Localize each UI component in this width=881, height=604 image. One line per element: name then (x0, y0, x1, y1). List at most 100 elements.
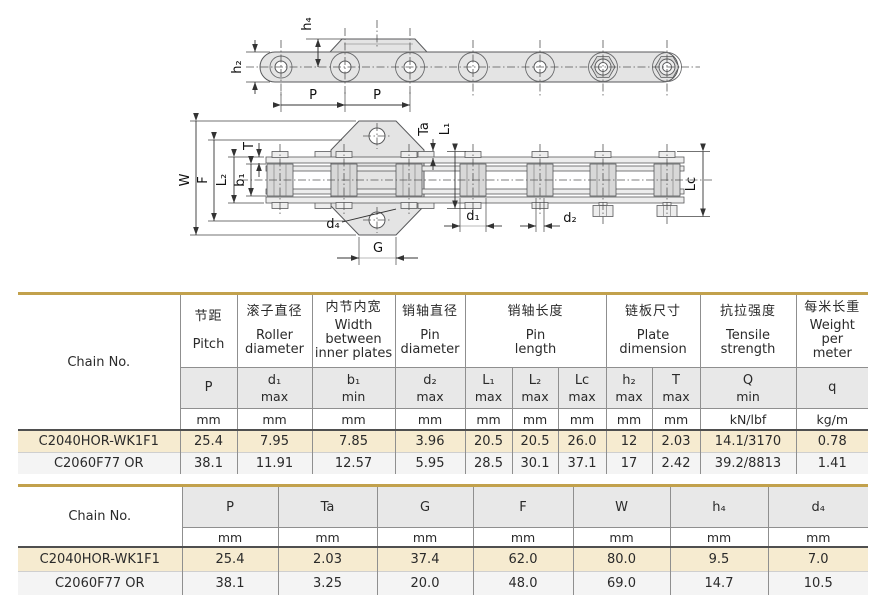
dim-label-g: G (373, 241, 383, 256)
table1-unit-row: mm mm mm mm mm mm mm mm mm kN/lbf kg/m (18, 408, 869, 430)
value-cell: 80.0 (572, 546, 670, 572)
value-cell: 38.1 (179, 452, 237, 474)
chain-plan-view-drawing: W F L₂ b₁ T Ta L₁ Lc (178, 112, 714, 265)
table1-symbol-row: P d₁ max b₁ min d₂ max L₁ max L₂ max Lc max h₂… (18, 367, 869, 409)
group-zh-label: 抗拉强度 (720, 304, 777, 320)
group-zh-label: 链板尺寸 (625, 304, 682, 320)
chain-no-cell: C2040HOR-WK1F1 (18, 546, 182, 572)
value-cell: 0.78 (795, 429, 869, 453)
group-en-label: Width between inner plates (314, 318, 393, 362)
dim-label-pitch-left: P (309, 88, 317, 103)
table1-group-pitch: 节距 Pitch (179, 293, 237, 368)
table1-row-c2060: C2060F77 OR 38.1 11.91 12.57 5.95 28.5 3… (18, 452, 869, 474)
value-cell: 7.85 (311, 429, 395, 453)
value-cell: 14.1/3170 (699, 429, 797, 453)
dim-label-b1: b₁ (233, 173, 248, 186)
unit-cell: mm (376, 527, 473, 547)
value-cell: 28.5 (464, 452, 512, 474)
value-cell: 25.4 (179, 429, 237, 453)
value-cell: 12 (605, 429, 653, 453)
dim-label-pitch-right: P (373, 88, 381, 103)
dim-label-h4: h₄ (300, 17, 315, 30)
value-cell: 38.1 (181, 571, 278, 595)
table1-group-tensile-strength: 抗拉强度 Tensile strength (699, 293, 797, 368)
value-cell: 69.0 (572, 571, 670, 595)
table1-group-roller-diameter: 滚子直径 Roller diameter (236, 293, 312, 368)
symbol-cell-h2: h₂ max (605, 367, 653, 409)
value-cell: 30.1 (511, 452, 558, 474)
value-cell: 48.0 (472, 571, 573, 595)
symbol-cell-d2: d₂ max (394, 367, 465, 409)
value-cell: 1.41 (795, 452, 869, 474)
chain-spec-table-attachment: Chain No. P Ta G F W h₄ d₄ mm mm mm mm m… (18, 484, 868, 595)
symbol-cell-ta: Ta (277, 485, 377, 528)
group-zh-label: 节距 (194, 309, 223, 324)
unit-cell: mm (767, 527, 868, 547)
dim-label-h2: h₂ (230, 60, 245, 73)
value-cell: 20.5 (511, 429, 558, 453)
value-cell: 25.4 (181, 546, 278, 572)
unit-cell: mm (464, 408, 512, 430)
dim-label-t: T (242, 142, 257, 151)
value-cell: 10.5 (767, 571, 868, 595)
table2-symbol-row: Chain No. P Ta G F W h₄ d₄ (18, 485, 868, 548)
value-cell: 26.0 (557, 429, 607, 453)
table1-group-header-row: Chain No. 节距 Pitch 滚子直径 Roller diameter … (18, 293, 869, 431)
symbol-cell-d1: d₁ max (236, 367, 312, 409)
dim-label-ta: Ta (417, 122, 432, 137)
value-cell: 3.96 (394, 429, 465, 453)
value-cell: 20.5 (464, 429, 512, 453)
unit-cell: mm (651, 408, 701, 430)
value-cell: 2.03 (651, 429, 701, 453)
value-cell: 37.1 (557, 452, 607, 474)
table1-row-c2040: C2040HOR-WK1F1 25.4 7.95 7.85 3.96 20.5 … (18, 429, 869, 453)
table1-group-inner-width: 内节内宽 Width between inner plates (311, 293, 395, 368)
value-cell: 7.95 (236, 429, 312, 453)
symbol-cell-w: W (572, 485, 670, 528)
group-en-label: Plate dimension (619, 327, 687, 357)
table2-row-c2060: C2060F77 OR 38.1 3.25 20.0 48.0 69.0 14.… (18, 571, 868, 595)
table1-group-pin-length: 销轴长度 Pin length (464, 293, 607, 368)
symbol-cell-p: P (179, 367, 237, 409)
group-zh-label: 销轴长度 (507, 304, 564, 320)
chain-technical-drawings: h₂ h₄ P P (178, 17, 714, 265)
unit-cell: mm (179, 408, 237, 430)
value-cell: 5.95 (394, 452, 465, 474)
symbol-cell-h4: h₄ (669, 485, 768, 528)
value-cell: 20.0 (376, 571, 473, 595)
value-cell: 2.03 (277, 546, 377, 572)
dim-label-lc: Lc (684, 177, 699, 191)
value-cell: 39.2/8813 (699, 452, 797, 474)
unit-cell: mm (605, 408, 653, 430)
group-en-label: Pin length (514, 327, 557, 357)
value-cell: 2.42 (651, 452, 701, 474)
unit-cell: kg/m (795, 408, 869, 430)
table2-unit-row: mm mm mm mm mm mm mm (18, 527, 868, 547)
chain-side-view-drawing: h₂ h₄ P P (230, 17, 700, 112)
group-zh-label: 销轴直径 (401, 304, 458, 320)
unit-cell: mm (557, 408, 607, 430)
unit-cell: mm (472, 527, 573, 547)
unit-cell: mm (394, 408, 465, 430)
value-cell: 7.0 (767, 546, 868, 572)
unit-cell: mm (511, 408, 558, 430)
value-cell: 14.7 (669, 571, 768, 595)
group-en-label: Tensile strength (720, 327, 776, 357)
symbol-cell-l2: L₂ max (511, 367, 558, 409)
dim-label-l2: L₂ (215, 174, 230, 186)
value-cell: 12.57 (311, 452, 395, 474)
symbol-cell-l1: L₁ max (464, 367, 512, 409)
unit-cell: mm (236, 408, 312, 430)
group-en-label: Pitch (192, 337, 225, 352)
spec-tables-container: Chain No. 节距 Pitch 滚子直径 Roller diameter … (18, 292, 869, 595)
chain-no-cell: C2060F77 OR (18, 571, 182, 595)
table1-group-pin-diameter: 销轴直径 Pin diameter (394, 293, 465, 368)
unit-cell: mm (277, 527, 377, 547)
unit-cell: mm (669, 527, 768, 547)
table2-row-c2040: C2040HOR-WK1F1 25.4 2.03 37.4 62.0 80.0 … (18, 546, 868, 572)
value-cell: 37.4 (376, 546, 473, 572)
value-cell: 3.25 (277, 571, 377, 595)
symbol-cell-lc: Lc max (557, 367, 607, 409)
